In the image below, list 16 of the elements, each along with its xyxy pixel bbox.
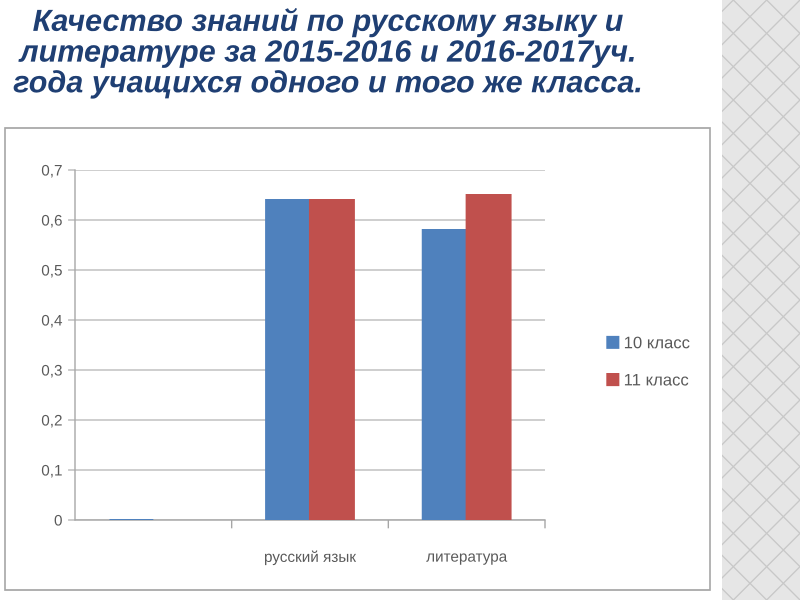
- legend-label: 10 класс: [624, 336, 690, 348]
- y-tick-label: 0,5: [42, 264, 62, 278]
- y-tick-label: 0,7: [42, 164, 62, 178]
- chart-title: Качество знаний по русскому языку и литературе за 2015-2016 и 2016-2017уч. года учащихся одного и того же класса.: [14, 8, 640, 99]
- x-tick-label: литература: [426, 553, 508, 565]
- y-tick-label: 0,2: [42, 414, 62, 428]
- y-tick-label: 0,6: [42, 214, 62, 228]
- bar: [308, 198, 355, 520]
- y-tick-label: 0,1: [42, 464, 62, 478]
- legend-label: 11 класс: [624, 374, 688, 386]
- y-tick-label: 0,3: [42, 364, 62, 378]
- bar: [422, 228, 468, 520]
- y-tick-label: 0: [54, 514, 62, 526]
- y-tick-label: 0,4: [42, 314, 62, 328]
- x-tick-label: русский язык: [264, 550, 356, 566]
- bar: [466, 194, 512, 520]
